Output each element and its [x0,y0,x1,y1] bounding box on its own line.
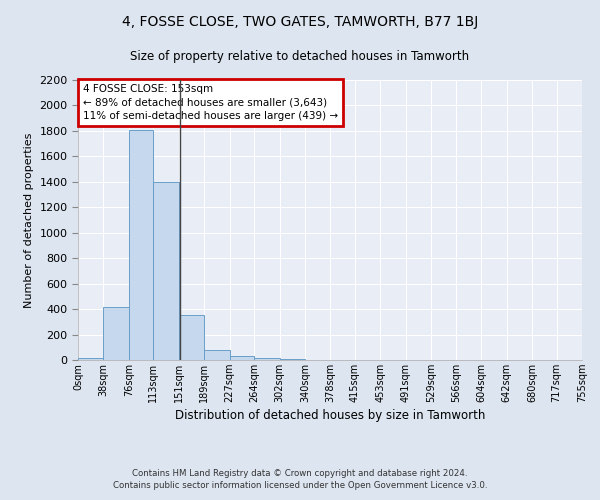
Bar [230,356,254,360]
Bar [103,306,129,360]
Text: Contains public sector information licensed under the Open Government Licence v3: Contains public sector information licen… [113,481,487,490]
Bar [78,358,103,360]
Bar [204,350,230,360]
Text: 4 FOSSE CLOSE: 153sqm
← 89% of detached houses are smaller (3,643)
11% of semi-d: 4 FOSSE CLOSE: 153sqm ← 89% of detached … [83,84,338,120]
Bar [179,316,204,360]
Text: Size of property relative to detached houses in Tamworth: Size of property relative to detached ho… [130,50,470,63]
Bar [254,358,280,360]
Text: 4, FOSSE CLOSE, TWO GATES, TAMWORTH, B77 1BJ: 4, FOSSE CLOSE, TWO GATES, TAMWORTH, B77… [122,15,478,29]
X-axis label: Distribution of detached houses by size in Tamworth: Distribution of detached houses by size … [175,409,485,422]
Bar [129,130,154,360]
Bar [154,182,179,360]
Y-axis label: Number of detached properties: Number of detached properties [24,132,34,308]
Text: Contains HM Land Registry data © Crown copyright and database right 2024.: Contains HM Land Registry data © Crown c… [132,468,468,477]
